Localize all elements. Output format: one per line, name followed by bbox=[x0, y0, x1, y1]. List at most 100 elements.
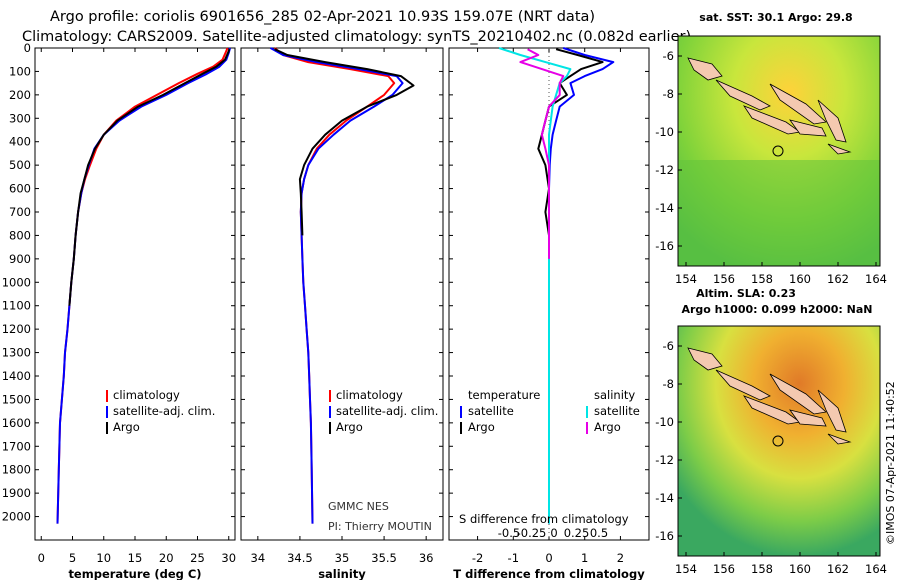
depth-axis: 0 100 200 300 400 500 600 700 800 900 1000 1100 1200… bbox=[2, 41, 31, 524]
depth-tick-label: 1800 bbox=[2, 463, 31, 477]
temperature-xlabel: temperature (deg C) bbox=[68, 567, 201, 580]
depth-tick-label: 1000 bbox=[2, 275, 31, 289]
lon-tick-label: 164 bbox=[865, 272, 887, 286]
depth-tick-label: 1100 bbox=[2, 299, 31, 313]
s-diff-tick-label: -0.25 bbox=[517, 526, 547, 540]
sst-cool-band bbox=[678, 160, 880, 266]
depth-tick-label: 1300 bbox=[2, 346, 31, 360]
watermark-gmmc: GMMC NES bbox=[328, 500, 389, 513]
x-tick-label: 10 bbox=[96, 551, 111, 565]
sla-map-title-2: Argo h1000: 0.099 h2000: NaN bbox=[681, 303, 872, 316]
legend-salinity-heading: salinity bbox=[594, 388, 635, 402]
legend-t-argo: Argo bbox=[468, 420, 495, 434]
lat-tick-label: -8 bbox=[663, 87, 674, 101]
island-makira bbox=[827, 433, 852, 445]
lon-tick-label: 154 bbox=[675, 562, 697, 576]
difference-legend: temperature satellite Argo salinity sate… bbox=[460, 388, 640, 434]
depth-tick-label: 1600 bbox=[2, 416, 31, 430]
lat-tick-label: -16 bbox=[655, 239, 674, 253]
depth-tick-label: 1400 bbox=[2, 369, 31, 383]
series-line-climatology bbox=[274, 47, 396, 524]
sst-map-frame bbox=[677, 35, 881, 267]
lat-tick-label: -10 bbox=[655, 125, 674, 139]
island-bougainville bbox=[687, 57, 723, 81]
lon-tick-label: 154 bbox=[675, 272, 697, 286]
sst-map-title: sat. SST: 30.1 Argo: 29.8 bbox=[699, 11, 852, 24]
island-choiseul bbox=[715, 79, 771, 111]
x-tick-label: 34 bbox=[251, 551, 266, 565]
legend-argo: Argo bbox=[336, 420, 363, 434]
sla-map bbox=[677, 325, 881, 557]
legend-s-argo: Argo bbox=[594, 420, 621, 434]
salinity-legend: climatology satellite-adj. clim. Argo bbox=[329, 388, 438, 434]
series-line-argo bbox=[274, 48, 415, 236]
x-tick-label: 20 bbox=[159, 551, 174, 565]
watermark-pi: PI: Thierry MOUTIN bbox=[328, 520, 432, 533]
temperature-legend: climatology satellite-adj. clim. Argo bbox=[106, 388, 215, 434]
island-santa-isabel bbox=[769, 83, 827, 125]
s-diff-tick-label: -0.5 bbox=[498, 526, 520, 540]
island-choiseul bbox=[715, 369, 771, 401]
sla-map-frame bbox=[677, 325, 881, 557]
legend-satellite: satellite-adj. clim. bbox=[113, 404, 215, 418]
s-diff-tick-label: 0.5 bbox=[590, 526, 608, 540]
x-tick-label: 15 bbox=[128, 551, 143, 565]
lon-tick-label: 162 bbox=[827, 272, 849, 286]
lon-tick-label: 162 bbox=[827, 562, 849, 576]
lat-tick-label: -10 bbox=[655, 415, 674, 429]
x-tick-label: -1 bbox=[508, 551, 519, 565]
lat-tick-label: -14 bbox=[655, 491, 674, 505]
x-tick-label: 0 bbox=[545, 551, 552, 565]
x-tick-label: 35 bbox=[335, 551, 350, 565]
lon-tick-label: 164 bbox=[865, 562, 887, 576]
island-makira bbox=[827, 143, 852, 155]
island-santa-isabel bbox=[769, 373, 827, 415]
depth-tick-label: 900 bbox=[9, 252, 31, 266]
x-tick-label: 2 bbox=[617, 551, 624, 565]
series-line-salinity-satellite bbox=[498, 47, 572, 524]
island-new-georgia bbox=[742, 395, 802, 425]
depth-tick-label: 0 bbox=[24, 41, 31, 55]
island-malaita bbox=[817, 389, 847, 433]
series-line-climatology bbox=[56, 47, 229, 524]
legend-satellite: satellite-adj. clim. bbox=[336, 404, 438, 418]
series-line-satellite-adj-clim- bbox=[56, 47, 231, 524]
depth-tick-label: 500 bbox=[9, 158, 31, 172]
depth-tick-label: 600 bbox=[9, 182, 31, 196]
legend-s-satellite: satellite bbox=[594, 404, 640, 418]
title-line-1: Argo profile: coriolis 6901656_285 02-Ap… bbox=[50, 9, 595, 25]
series-line-temperature-satellite bbox=[548, 47, 615, 524]
lat-tick-label: -6 bbox=[663, 339, 674, 353]
salinity-xlabel: salinity bbox=[318, 567, 366, 580]
legend-argo: Argo bbox=[113, 420, 140, 434]
s-diff-tick-label: 0 bbox=[550, 526, 557, 540]
lat-tick-label: -14 bbox=[655, 201, 674, 215]
depth-tick-label: 800 bbox=[9, 228, 31, 242]
island-malaita bbox=[817, 99, 847, 143]
lon-tick-label: 158 bbox=[751, 562, 773, 576]
lat-tick-label: -12 bbox=[655, 453, 674, 467]
imos-credit: ©IMOS 07-Apr-2021 11:40:52 bbox=[884, 381, 897, 545]
lon-tick-label: 156 bbox=[713, 272, 735, 286]
lat-tick-label: -8 bbox=[663, 377, 674, 391]
x-tick-label: 25 bbox=[190, 551, 205, 565]
x-tick-label: -2 bbox=[472, 551, 483, 565]
island-bougainville bbox=[687, 347, 723, 371]
lon-tick-label: 156 bbox=[713, 562, 735, 576]
lon-tick-label: 158 bbox=[751, 272, 773, 286]
legend-temperature-heading: temperature bbox=[468, 388, 540, 402]
island-new-georgia bbox=[742, 105, 802, 135]
argo-location-marker bbox=[772, 435, 784, 447]
depth-tick-label: 1900 bbox=[2, 486, 31, 500]
series-line-argo bbox=[68, 48, 231, 306]
title-line-2: Climatology: CARS2009. Satellite-adjuste… bbox=[22, 29, 691, 45]
island-guadalcanal bbox=[789, 409, 827, 427]
depth-tick-label: 400 bbox=[9, 135, 31, 149]
depth-tick-label: 1500 bbox=[2, 392, 31, 406]
lon-tick-label: 160 bbox=[789, 272, 811, 286]
x-tick-label: 34.5 bbox=[287, 551, 313, 565]
depth-tick-label: 1700 bbox=[2, 439, 31, 453]
x-tick-label: 5 bbox=[69, 551, 76, 565]
depth-tick-label: 1200 bbox=[2, 322, 31, 336]
sst-map-axes: -6 -8 -10 -12 -14 -16 154 156 158 160 162 164 bbox=[655, 49, 887, 286]
